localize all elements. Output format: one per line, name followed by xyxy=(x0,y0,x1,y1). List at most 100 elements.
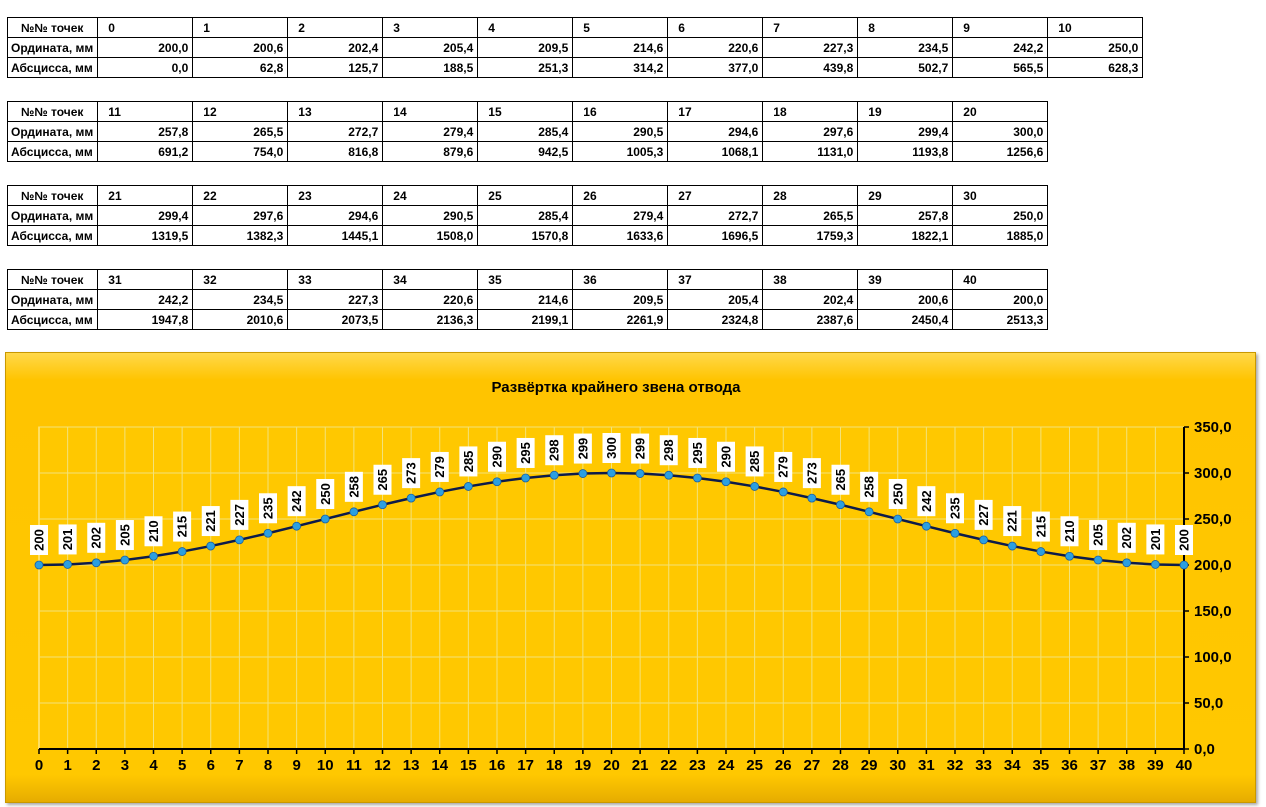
data-label-box xyxy=(287,486,306,517)
data-label-box xyxy=(259,493,277,524)
table-cell: 285,4 xyxy=(477,205,574,226)
x-tick-label: 40 xyxy=(1176,757,1193,774)
table-cell: 299,4 xyxy=(97,205,194,226)
table-cell: 250,0 xyxy=(1047,37,1144,58)
table-row-abscissa: Абсцисса, мм 1319,5 1382,3 1445,1 1508,0 1570… xyxy=(6,225,1049,246)
table-cell: 294,6 xyxy=(667,121,764,142)
table-cell: 2 xyxy=(287,17,384,38)
table-cell: 1131,0 xyxy=(762,141,859,162)
table-cell: 272,7 xyxy=(287,121,384,142)
data-point xyxy=(63,560,73,569)
table-cell: 188,5 xyxy=(382,57,479,78)
table-cell: 816,8 xyxy=(287,141,384,162)
y-tick-label: 350,0 xyxy=(1194,419,1232,436)
data-point xyxy=(34,560,44,570)
data-point xyxy=(607,468,616,478)
table-cell: 279,4 xyxy=(572,205,669,226)
data-point xyxy=(521,473,531,483)
data-label-box xyxy=(774,451,793,482)
table-cell: 879,6 xyxy=(382,141,479,162)
data-point xyxy=(149,551,158,561)
data-label: 300 xyxy=(604,437,619,459)
row-label-points: №№ точек xyxy=(6,17,99,38)
data-point xyxy=(435,487,445,497)
data-label: 290 xyxy=(719,446,734,468)
data-label-box xyxy=(316,479,335,509)
x-tick-label: 24 xyxy=(718,757,735,774)
data-point xyxy=(721,477,731,487)
data-point xyxy=(635,469,645,478)
table-cell: 200,6 xyxy=(192,37,289,58)
x-tick-label: 4 xyxy=(149,757,158,774)
x-tick-label: 1 xyxy=(63,757,71,774)
x-tick-label: 22 xyxy=(660,757,677,774)
x-tick-label: 34 xyxy=(1004,757,1021,774)
table-cell: 25 xyxy=(477,185,574,206)
x-tick-label: 9 xyxy=(292,757,300,774)
data-point xyxy=(1179,560,1189,570)
x-tick-label: 3 xyxy=(121,757,129,774)
x-tick-label: 25 xyxy=(746,757,763,774)
table-cell: 227,3 xyxy=(287,289,384,310)
data-label-box xyxy=(1089,520,1108,551)
data-label: 265 xyxy=(833,469,848,491)
data-label-box xyxy=(459,446,478,477)
data-label: 202 xyxy=(1119,527,1134,549)
table-cell: 1633,6 xyxy=(572,225,669,246)
data-label: 202 xyxy=(89,527,104,549)
data-label: 242 xyxy=(919,490,934,512)
data-label: 285 xyxy=(461,451,476,473)
data-point xyxy=(349,507,359,517)
data-point xyxy=(549,470,559,480)
table-cell: 2136,3 xyxy=(382,309,479,330)
x-tick-label: 31 xyxy=(918,757,935,774)
table-cell: 1822,1 xyxy=(857,225,954,246)
data-point xyxy=(1036,547,1046,556)
table-cell: 290,5 xyxy=(572,121,669,142)
data-label: 200 xyxy=(32,529,47,551)
data-label: 210 xyxy=(1062,520,1077,542)
table-cell: 23 xyxy=(287,185,384,206)
data-label: 250 xyxy=(318,483,333,505)
table-cell: 202,4 xyxy=(762,289,859,310)
table-cell: 1005,3 xyxy=(572,141,669,162)
x-tick-label: 2 xyxy=(92,757,100,774)
x-tick-label: 35 xyxy=(1033,757,1050,774)
table-cell: 38 xyxy=(762,269,859,290)
table-cell: 942,5 xyxy=(477,141,574,162)
data-label-box xyxy=(888,479,907,509)
row-label-abscissa: Абсцисса, мм xyxy=(6,141,99,162)
table-cell: 214,6 xyxy=(572,37,669,58)
data-label: 298 xyxy=(547,439,562,461)
data-label-box xyxy=(516,437,535,468)
table-row-points: №№ точек 31 32 33 34 35 36 37 38 39 40 xyxy=(6,269,1049,290)
x-tick-label: 39 xyxy=(1147,757,1164,774)
data-label-box xyxy=(373,464,392,495)
data-label: 279 xyxy=(432,456,447,478)
data-point xyxy=(692,473,702,483)
data-label: 221 xyxy=(203,510,218,532)
table-cell: 30 xyxy=(952,185,1049,206)
table-cell: 20 xyxy=(952,101,1049,122)
data-label: 242 xyxy=(289,490,304,512)
x-tick-label: 30 xyxy=(889,757,906,774)
table-row-abscissa: Абсцисса, мм 0,0 62,8 125,7 188,5 251,3 314,2 3… xyxy=(6,57,1144,78)
data-point xyxy=(206,541,216,551)
data-label: 221 xyxy=(1005,510,1020,532)
table-cell: 257,8 xyxy=(857,205,954,226)
table-cell: 6 xyxy=(667,17,764,38)
table-row-ordinate: Ордината, мм 257,8 265,5 272,7 279,4 285,4 290… xyxy=(6,121,1049,142)
data-label-box xyxy=(717,441,735,472)
data-label-box xyxy=(344,471,363,502)
data-label-box xyxy=(1175,525,1193,555)
table-row-ordinate: Ордината, мм 242,2 234,5 227,3 220,6 214,6 209… xyxy=(6,289,1049,310)
data-point xyxy=(836,500,845,510)
table-cell: 8 xyxy=(857,17,954,38)
data-point xyxy=(893,514,903,524)
table-cell: 33 xyxy=(287,269,384,290)
table-cell: 290,5 xyxy=(382,205,479,226)
table-cell: 2387,6 xyxy=(762,309,859,330)
table-cell: 29 xyxy=(857,185,954,206)
table-cell: 26 xyxy=(572,185,669,206)
